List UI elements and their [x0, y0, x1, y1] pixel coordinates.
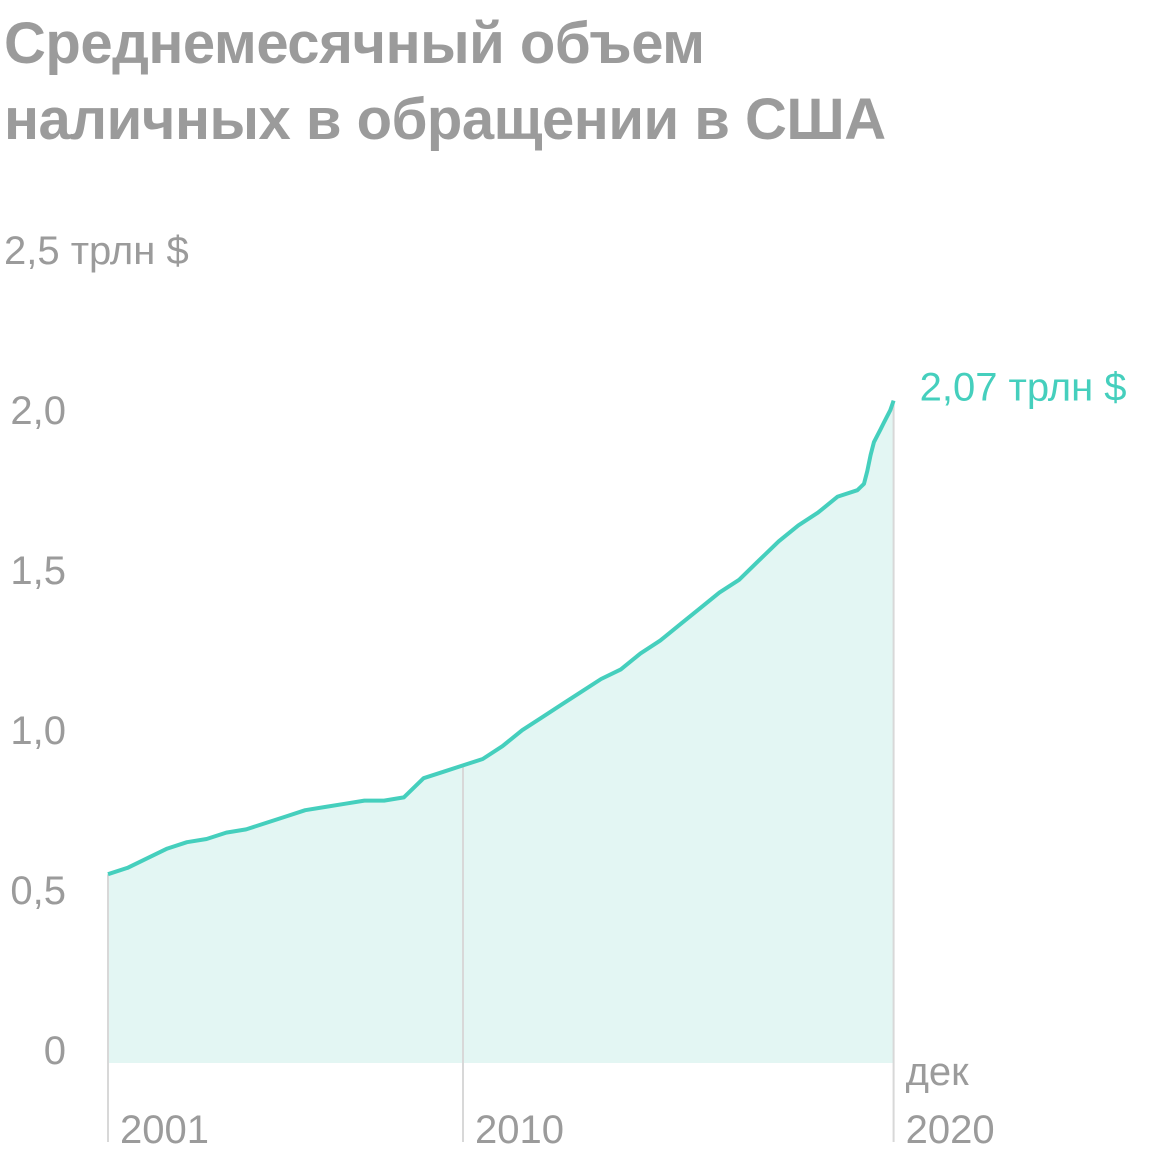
x-tick-label: 2020: [906, 1108, 995, 1152]
chart-title: Среднемесячный объем наличных в обращени…: [4, 11, 886, 152]
x-end-label: дек: [906, 1050, 970, 1094]
x-tick-label: 2001: [120, 1108, 209, 1152]
line: [107, 399, 896, 877]
value-label: 2,07 трлн $: [920, 366, 1127, 410]
y-tick-label: 0,5: [10, 869, 66, 913]
y-tick-label: 2,0: [10, 389, 66, 433]
x-tick-label: 2010: [475, 1108, 564, 1152]
y-tick-label: 2,5 трлн $: [4, 229, 189, 273]
y-tick-label: 1,5: [10, 549, 66, 593]
area-fill: [108, 400, 894, 1064]
y-tick-label: 0: [44, 1029, 66, 1073]
y-tick-label: 1,0: [10, 709, 66, 753]
